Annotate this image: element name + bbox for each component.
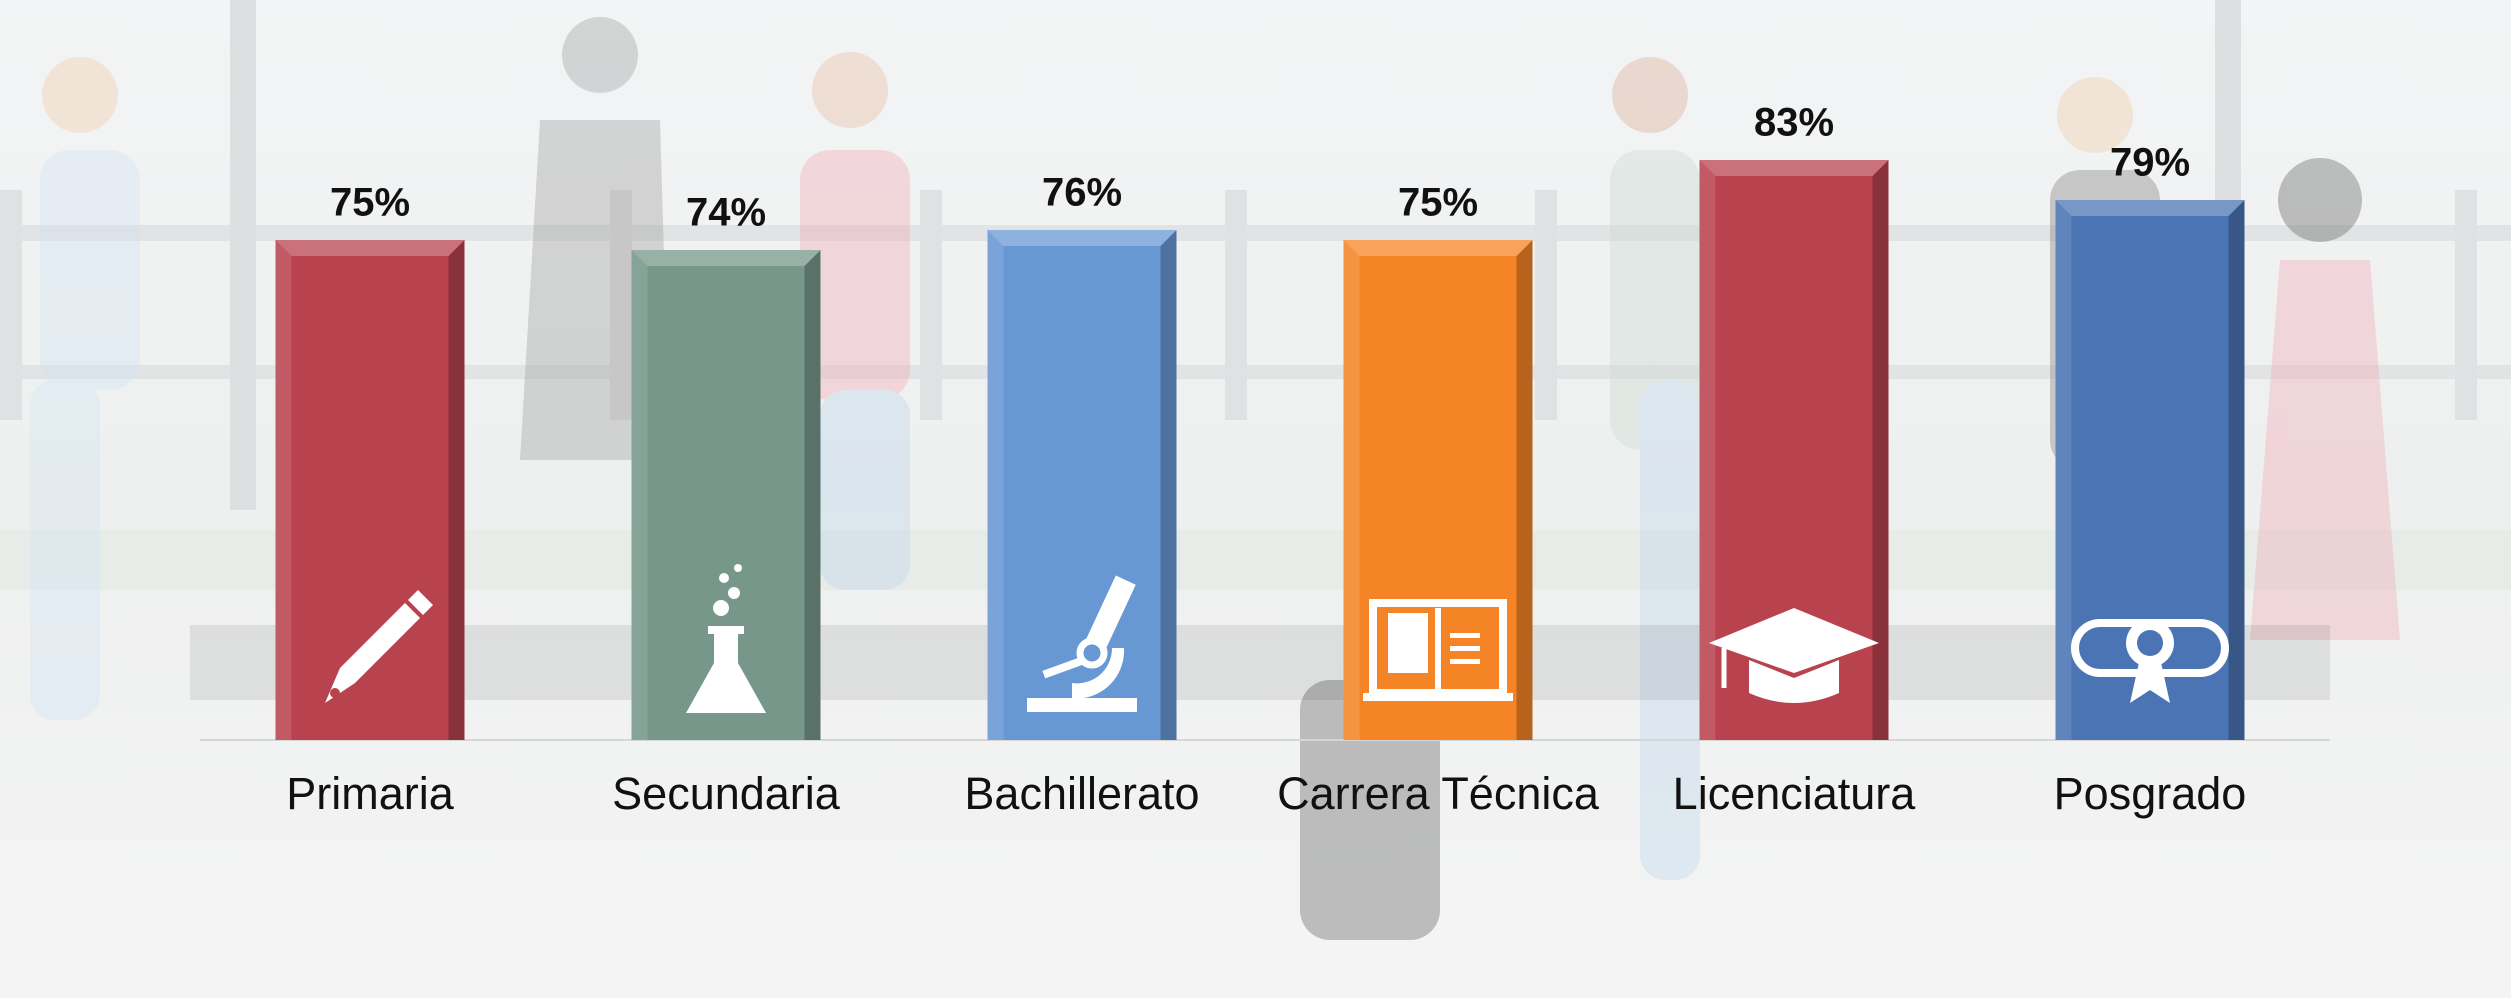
icon <box>708 626 744 634</box>
bar-bevel <box>275 240 292 740</box>
bar-bevel <box>1343 240 1533 256</box>
bar-bevel <box>987 230 1177 246</box>
value-label: 76% <box>1042 171 1122 215</box>
bar-bevel <box>1516 240 1533 740</box>
bar-icon <box>325 590 433 703</box>
value-label: 75% <box>1398 181 1478 225</box>
icon <box>734 564 742 572</box>
icon <box>1749 660 1839 703</box>
bar-bevel <box>1699 160 1716 740</box>
icon <box>1363 693 1513 701</box>
icon <box>719 573 729 583</box>
bar-icon <box>1363 599 1513 701</box>
bar-bevel <box>2055 200 2245 216</box>
icon <box>2137 630 2163 656</box>
bar-icon <box>1027 575 1137 712</box>
icon <box>2130 658 2170 703</box>
icon <box>1027 698 1137 712</box>
value-label: 75% <box>330 181 410 225</box>
icon <box>1450 633 1480 638</box>
x-tick-label: Carrera Técnica <box>1277 768 1600 819</box>
icon <box>330 688 340 698</box>
icon <box>1709 608 1879 673</box>
icon <box>1450 659 1480 664</box>
bar-bevel <box>804 250 821 740</box>
bar-bevel <box>1872 160 1889 740</box>
x-tick-label: Bachillerato <box>964 768 1199 819</box>
icon <box>728 587 740 599</box>
icon <box>325 603 420 703</box>
value-label: 79% <box>2110 141 2190 185</box>
bar-bevel <box>448 240 465 740</box>
bar-bevel <box>1160 230 1177 740</box>
x-tick-label: Posgrado <box>2054 768 2247 819</box>
icon <box>1450 646 1480 651</box>
bar-bevel <box>631 250 821 266</box>
icon <box>1076 637 1108 669</box>
value-label: 83% <box>1754 101 1834 145</box>
icon <box>713 600 729 616</box>
bar-bevel <box>275 240 465 256</box>
bar-bevel <box>2228 200 2245 740</box>
x-tick-label: Primaria <box>286 768 454 819</box>
value-label: 74% <box>686 191 766 235</box>
icon <box>408 590 433 615</box>
bar-icon <box>2071 619 2229 703</box>
bar-icon <box>686 564 766 713</box>
bar-bevel <box>987 230 1004 740</box>
bar-bevel <box>631 250 648 740</box>
icon <box>686 633 766 713</box>
bar-bevel <box>1343 240 1360 740</box>
x-tick-label: Secundaria <box>612 768 841 819</box>
bar-icon <box>1709 608 1879 703</box>
icon <box>1042 657 1083 679</box>
icon <box>1072 648 1125 698</box>
bar-bevel <box>2055 200 2072 740</box>
bar-bevel <box>1699 160 1889 176</box>
icon <box>1086 575 1136 649</box>
icon <box>1388 613 1428 673</box>
x-tick-label: Licenciatura <box>1673 768 1917 819</box>
